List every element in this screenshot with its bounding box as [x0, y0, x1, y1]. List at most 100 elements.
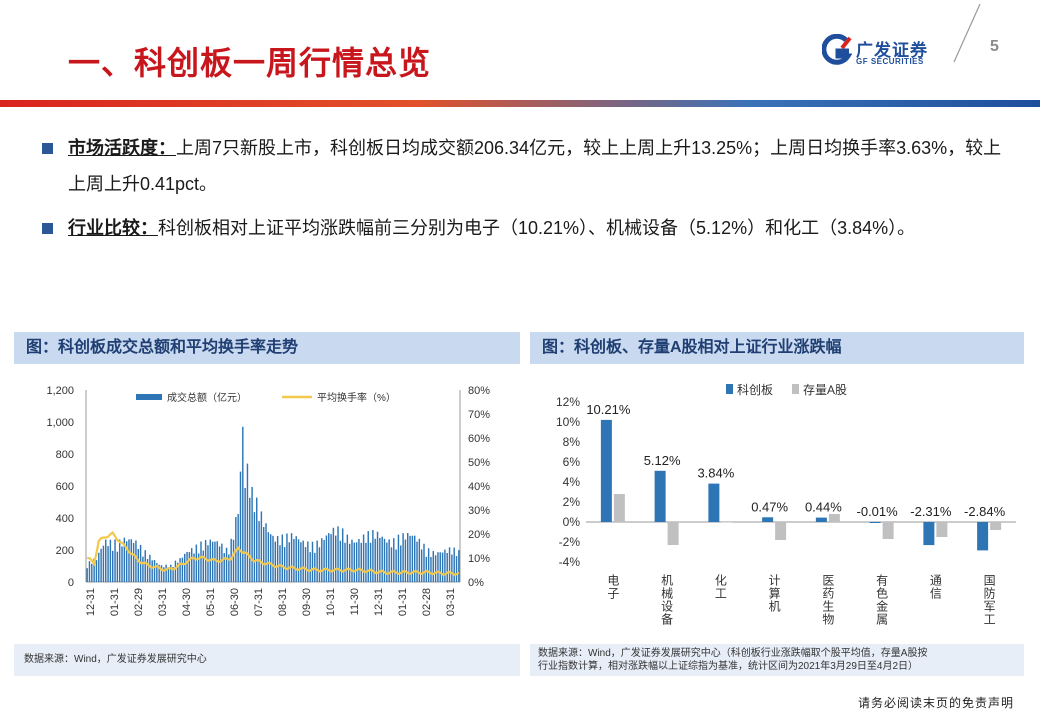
- turnover-bar: [325, 535, 328, 582]
- legend-label-existing: 存量A股: [803, 383, 847, 397]
- bar-data-label: -2.31%: [910, 504, 952, 519]
- turnover-bar: [404, 539, 407, 582]
- y-tick-label: -4%: [559, 555, 581, 569]
- left-chart-heading: 图：科创板成交总额和平均换手率走势: [14, 332, 520, 364]
- turnover-bar: [413, 535, 416, 582]
- left-y-tick-label: 600: [56, 481, 74, 493]
- bar-star-market: [923, 522, 935, 546]
- left-panel-footer: [14, 644, 520, 676]
- turnover-bar: [202, 550, 205, 582]
- turnover-bar: [376, 531, 379, 582]
- legend-label-star-market: 科创板: [737, 383, 773, 397]
- turnover-bar: [339, 540, 342, 582]
- turnover-bar: [184, 553, 186, 582]
- turnover-bar: [253, 512, 256, 582]
- turnover-bar: [451, 554, 453, 582]
- turnover-bar: [453, 547, 455, 582]
- x-tick-label: 08-31: [277, 588, 289, 616]
- turnover-bar: [344, 542, 346, 582]
- turnover-bar: [372, 529, 374, 582]
- left-y-tick-label: 800: [56, 449, 74, 461]
- category-label: 计算机: [767, 574, 781, 613]
- bullet-label: 市场活跃度：: [68, 138, 176, 158]
- disclaimer: 请务必阅读末页的免责声明: [857, 696, 1014, 710]
- turnover-bar: [218, 546, 221, 582]
- turnover-bar: [348, 543, 351, 582]
- turnover-bar: [276, 535, 279, 582]
- turnover-bar: [311, 541, 314, 582]
- turnover-bar: [379, 537, 381, 582]
- turnover-bar: [307, 541, 309, 582]
- turnover-bar: [455, 556, 458, 582]
- bar-star-market: [815, 517, 827, 522]
- x-tick-label: 11-30: [349, 588, 361, 615]
- turnover-bar: [346, 534, 349, 582]
- right-y-tick-label: 10%: [468, 553, 490, 565]
- turnover-bar: [230, 538, 232, 582]
- x-tick-label: 04-30: [181, 588, 193, 616]
- y-tick-label: 4%: [563, 475, 581, 489]
- turnover-bar: [365, 542, 367, 582]
- turnover-bar: [314, 552, 316, 582]
- turnover-bar: [114, 539, 116, 582]
- turnover-bar: [102, 545, 105, 582]
- turnover-bar: [177, 562, 179, 582]
- turnover-bar: [332, 527, 335, 582]
- company-logo: 广发证券 GF SECURITIES: [822, 34, 942, 70]
- turnover-bar: [267, 532, 270, 582]
- x-tick-label: 03-31: [445, 588, 457, 616]
- category-label: 通信: [928, 574, 942, 600]
- industry-chart: -4% -2% 0% 2% 4% 6% 8% 10% 12% 10.21% 电子 5.12% 机械设备 3…: [556, 383, 1016, 626]
- turnover-bar: [418, 538, 421, 582]
- turnover-bar: [353, 542, 356, 582]
- turnover-bar: [232, 539, 235, 582]
- turnover-bar: [262, 527, 265, 582]
- right-source-note-line1: 数据来源：Wind，广发证券发展研究中心（科创板行业涨跌幅取个股平均值，存量A股…: [538, 648, 928, 659]
- turnover-bar: [393, 538, 395, 582]
- turnover-bar: [88, 561, 91, 582]
- header-bar: [0, 100, 1040, 107]
- page-title: 一、科创板一周行情总览: [68, 45, 432, 81]
- turnover-bar: [321, 538, 323, 582]
- turnover-bar: [193, 553, 195, 582]
- turnover-bar: [221, 543, 223, 582]
- turnover-bar: [225, 547, 228, 582]
- turnover-bar: [200, 541, 202, 582]
- turnover-bar: [318, 547, 321, 582]
- turnover-bar: [190, 548, 193, 582]
- y-tick-label: 2%: [563, 495, 581, 509]
- y-tick-label: 12%: [556, 395, 580, 409]
- legend-label-turnover: 成交总额（亿元）: [167, 391, 247, 404]
- turnover-bar: [86, 568, 88, 582]
- turnover-bar: [288, 542, 290, 582]
- turnover-bar: [448, 547, 451, 582]
- category-label: 化工: [713, 574, 727, 600]
- left-y-tick-label: 200: [56, 545, 74, 557]
- turnover-bar: [439, 552, 441, 582]
- x-tick-label: 01-31: [397, 588, 409, 616]
- bar-data-label: 0.44%: [805, 500, 842, 515]
- turnover-bar: [407, 533, 409, 582]
- turnover-bar: [207, 545, 209, 582]
- turnover-bar: [142, 556, 144, 582]
- turnover-bar: [186, 551, 188, 582]
- turnover-bar: [425, 556, 428, 582]
- turnover-bar: [390, 547, 393, 582]
- y-tick-label: 8%: [563, 435, 581, 449]
- turnover-bar: [358, 539, 360, 582]
- turnover-bar: [383, 538, 386, 582]
- bar-existing-a-share: [882, 522, 894, 539]
- turnover-bar: [386, 542, 388, 582]
- bar-existing-a-share: [775, 522, 787, 540]
- turnover-bar: [130, 539, 133, 582]
- turnover-bar: [223, 553, 225, 582]
- turnover-bar: [441, 552, 444, 582]
- bar-star-market: [762, 517, 774, 522]
- turnover-bar: [242, 426, 244, 582]
- turnover-bar: [132, 542, 135, 582]
- turnover-bar: [297, 539, 300, 582]
- turnover-bar: [116, 551, 119, 582]
- turnover-bar: [341, 528, 344, 582]
- turnover-bar: [137, 548, 139, 582]
- turnover-bar: [293, 539, 295, 582]
